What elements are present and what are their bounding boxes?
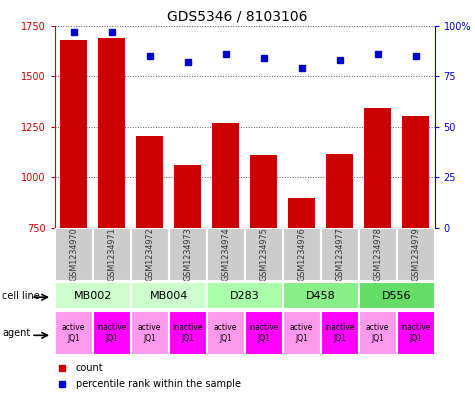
FancyBboxPatch shape: [169, 311, 207, 355]
FancyBboxPatch shape: [321, 311, 359, 355]
FancyBboxPatch shape: [245, 311, 283, 355]
Text: D283: D283: [230, 291, 259, 301]
Bar: [402, 116, 429, 228]
Text: active
JQ1: active JQ1: [138, 323, 162, 343]
FancyBboxPatch shape: [283, 283, 359, 309]
Text: inactive
JQ1: inactive JQ1: [96, 323, 127, 343]
FancyBboxPatch shape: [359, 228, 397, 281]
FancyBboxPatch shape: [321, 228, 359, 281]
Text: inactive
JQ1: inactive JQ1: [324, 323, 355, 343]
FancyBboxPatch shape: [93, 228, 131, 281]
Text: active
JQ1: active JQ1: [62, 323, 86, 343]
Text: active
JQ1: active JQ1: [366, 323, 389, 343]
FancyBboxPatch shape: [397, 311, 435, 355]
Text: GSM1234979: GSM1234979: [411, 228, 420, 281]
Bar: [60, 40, 87, 228]
FancyBboxPatch shape: [131, 228, 169, 281]
FancyBboxPatch shape: [55, 228, 93, 281]
FancyBboxPatch shape: [207, 283, 283, 309]
Text: GSM1234977: GSM1234977: [335, 228, 344, 281]
FancyBboxPatch shape: [245, 228, 283, 281]
Text: D556: D556: [382, 291, 411, 301]
FancyBboxPatch shape: [207, 311, 245, 355]
Text: GSM1234974: GSM1234974: [221, 228, 230, 281]
Bar: [364, 108, 391, 228]
Bar: [212, 123, 239, 228]
Bar: [326, 154, 353, 228]
Text: GSM1234978: GSM1234978: [373, 228, 382, 281]
Bar: [136, 136, 163, 228]
Text: agent: agent: [2, 328, 30, 338]
Text: inactive
JQ1: inactive JQ1: [400, 323, 431, 343]
FancyBboxPatch shape: [169, 228, 207, 281]
FancyBboxPatch shape: [283, 228, 321, 281]
FancyBboxPatch shape: [207, 228, 245, 281]
FancyBboxPatch shape: [359, 311, 397, 355]
Text: D458: D458: [306, 291, 335, 301]
FancyBboxPatch shape: [131, 283, 207, 309]
FancyBboxPatch shape: [93, 311, 131, 355]
Text: GSM1234975: GSM1234975: [259, 228, 268, 281]
FancyBboxPatch shape: [359, 283, 435, 309]
Text: GSM1234970: GSM1234970: [69, 228, 78, 281]
Bar: [174, 165, 201, 228]
Text: GSM1234973: GSM1234973: [183, 228, 192, 281]
Bar: [288, 198, 315, 228]
Text: MB004: MB004: [150, 291, 188, 301]
Text: cell line: cell line: [2, 291, 40, 301]
Text: active
JQ1: active JQ1: [214, 323, 238, 343]
FancyBboxPatch shape: [55, 283, 131, 309]
Text: GSM1234976: GSM1234976: [297, 228, 306, 281]
Text: count: count: [76, 362, 103, 373]
Text: inactive
JQ1: inactive JQ1: [248, 323, 279, 343]
Text: percentile rank within the sample: percentile rank within the sample: [76, 379, 240, 389]
Text: GSM1234972: GSM1234972: [145, 228, 154, 281]
Text: GDS5346 / 8103106: GDS5346 / 8103106: [167, 10, 308, 24]
FancyBboxPatch shape: [131, 311, 169, 355]
FancyBboxPatch shape: [55, 311, 93, 355]
FancyBboxPatch shape: [283, 311, 321, 355]
Bar: [250, 155, 277, 228]
Text: inactive
JQ1: inactive JQ1: [172, 323, 203, 343]
Text: active
JQ1: active JQ1: [290, 323, 314, 343]
Text: GSM1234971: GSM1234971: [107, 228, 116, 281]
Text: MB002: MB002: [74, 291, 112, 301]
FancyBboxPatch shape: [397, 228, 435, 281]
Bar: [98, 38, 125, 228]
